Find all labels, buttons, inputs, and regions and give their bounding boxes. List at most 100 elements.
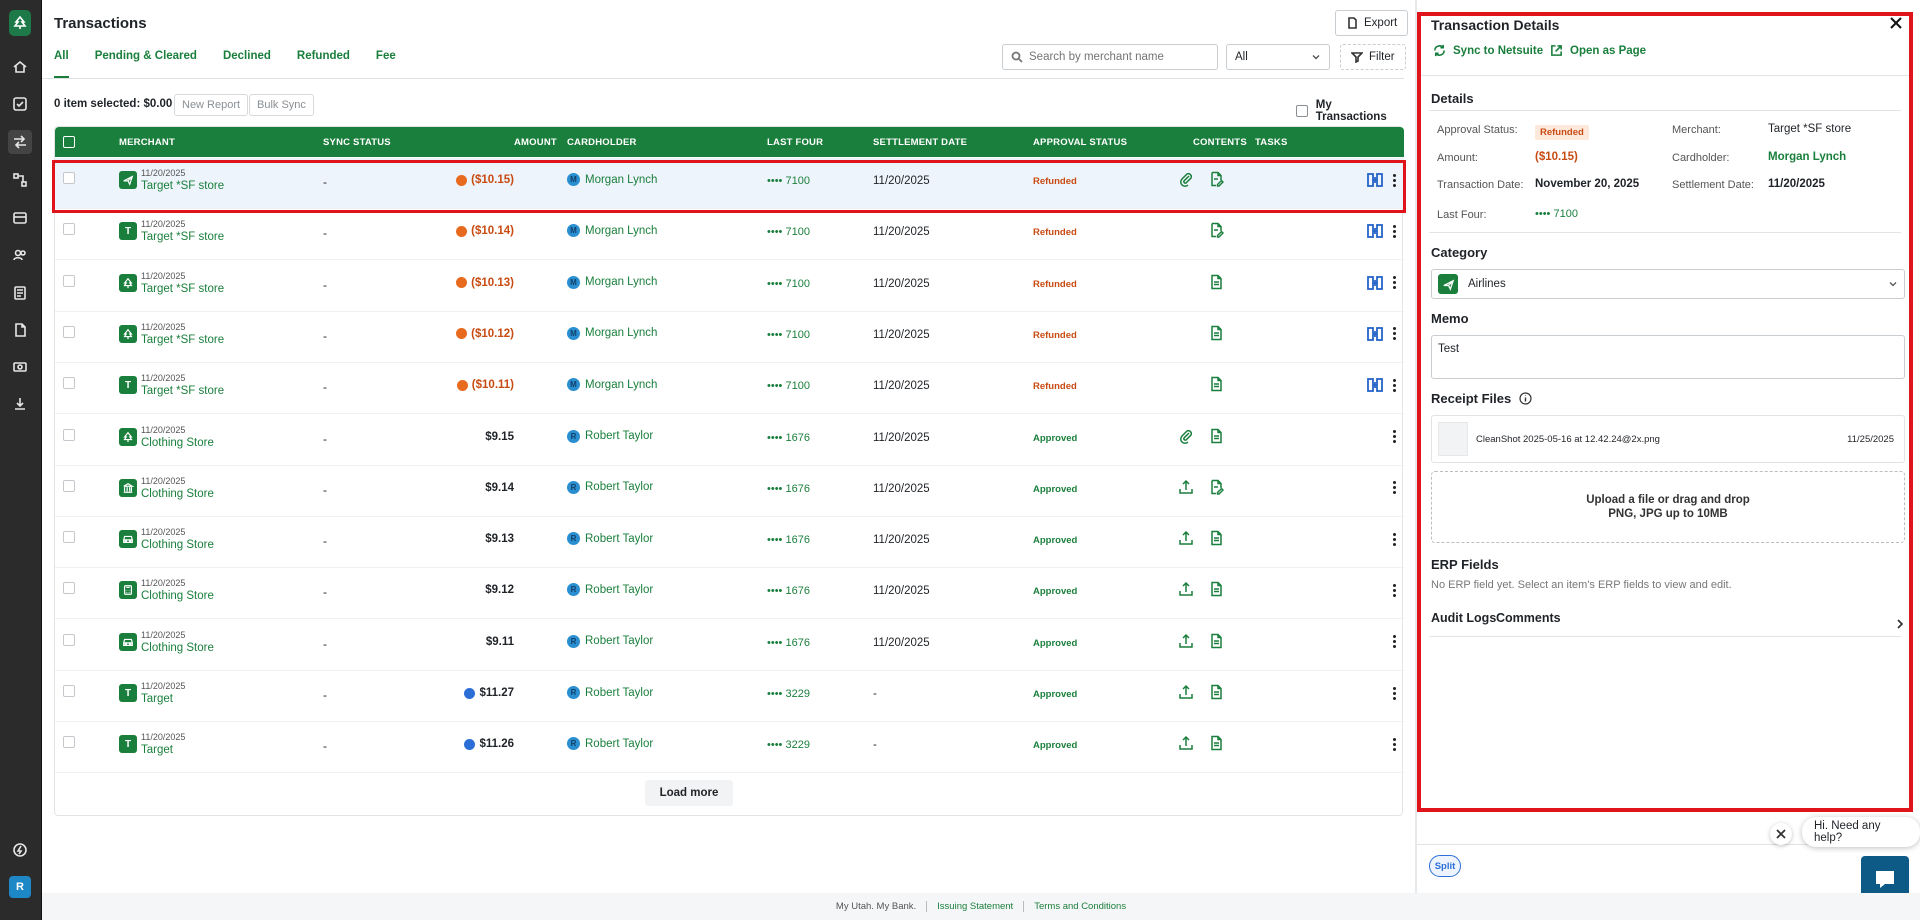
type-select[interactable]: All (1226, 44, 1330, 70)
header-merchant[interactable]: MERCHANT (119, 137, 175, 148)
user-avatar[interactable]: R (9, 876, 31, 898)
merchant-name[interactable]: Target *SF store (141, 282, 225, 295)
memo-textarea[interactable]: Test (1431, 335, 1905, 379)
cardholder[interactable]: R Robert Taylor (567, 634, 653, 648)
chevron-right-icon[interactable] (1895, 618, 1905, 630)
help-bubble[interactable]: Hi. Need any help? (1802, 817, 1920, 847)
bolt-icon[interactable] (8, 838, 32, 862)
header-last-four[interactable]: LAST FOUR (767, 137, 824, 148)
row-menu-icon[interactable] (1389, 735, 1399, 753)
close-icon[interactable] (1889, 16, 1905, 32)
cardholder[interactable]: R Robert Taylor (567, 429, 653, 443)
cardholder[interactable]: M Morgan Lynch (567, 173, 657, 186)
cards-icon[interactable] (8, 206, 32, 230)
document-edit-icon[interactable] (1208, 222, 1226, 240)
table-row[interactable]: 11/20/2025 Clothing Store - $9.14 R Robert Ta… (55, 466, 1404, 517)
transactions-icon[interactable] (8, 130, 32, 154)
merchant-name[interactable]: Clothing Store (141, 539, 214, 552)
table-row[interactable]: T 11/20/2025 Target *SF store - ($10.14) M Mor… (55, 209, 1404, 261)
cardholder[interactable]: M Morgan Lynch (567, 224, 657, 238)
attachment-icon[interactable] (1178, 171, 1196, 189)
document-icon[interactable] (1208, 735, 1226, 753)
filter-button[interactable]: Filter (1340, 44, 1406, 70)
split-transaction-icon[interactable] (1367, 173, 1383, 187)
document-icon[interactable] (1208, 376, 1226, 394)
split-transaction-icon[interactable] (1367, 275, 1383, 290)
download-icon[interactable] (8, 392, 32, 416)
row-checkbox[interactable] (63, 531, 75, 544)
upload-receipt-icon[interactable] (1178, 633, 1196, 651)
table-row[interactable]: 11/20/2025 Target *SF store - ($10.15) M Morg… (55, 158, 1404, 209)
upload-receipt-icon[interactable] (1178, 735, 1196, 753)
upload-receipt-icon[interactable] (1178, 530, 1196, 548)
receipt-file-item[interactable]: CleanShot 2025-05-16 at 12.42.24@2x.png … (1431, 415, 1905, 463)
my-transactions-toggle[interactable]: My Transactions (1296, 99, 1404, 123)
cardholder[interactable]: M Morgan Lynch (567, 326, 657, 340)
split-button[interactable]: Split (1429, 855, 1461, 877)
ledger-icon[interactable] (8, 281, 32, 305)
merchant-name[interactable]: Target *SF store (141, 333, 225, 346)
export-button[interactable]: Export (1335, 10, 1409, 36)
row-checkbox[interactable] (63, 685, 75, 697)
merchant-name[interactable]: Target *SF store (141, 385, 225, 398)
merchant-name[interactable]: Clothing Store (141, 590, 214, 603)
merchant-name[interactable]: Target *SF store (141, 180, 225, 192)
document-icon[interactable] (1208, 633, 1226, 651)
row-checkbox[interactable] (63, 325, 75, 338)
open-as-page-link[interactable]: Open as Page (1550, 44, 1646, 57)
split-transaction-icon[interactable] (1367, 326, 1383, 341)
cardholder-value[interactable]: Morgan Lynch (1768, 151, 1847, 163)
row-menu-icon[interactable] (1389, 325, 1399, 343)
row-checkbox[interactable] (63, 274, 75, 287)
flow-icon[interactable] (8, 168, 32, 192)
attachment-icon[interactable] (1178, 428, 1196, 446)
merchant-name[interactable]: Clothing Store (141, 487, 214, 500)
table-row[interactable]: T 11/20/2025 Target *SF store - ($10.11) M Mor… (55, 363, 1404, 415)
merchant-name[interactable]: Target (141, 693, 173, 705)
document-icon[interactable] (1208, 325, 1226, 343)
row-menu-icon[interactable] (1389, 376, 1399, 394)
sync-netsuite-link[interactable]: Sync to Netsuite (1433, 44, 1543, 57)
cardholder[interactable]: M Morgan Lynch (567, 275, 657, 289)
cardholder[interactable]: R Robert Taylor (567, 737, 653, 751)
new-report-button[interactable]: New Report (174, 94, 249, 116)
row-menu-icon[interactable] (1389, 428, 1399, 446)
document-icon[interactable] (1208, 428, 1226, 446)
merchant-name[interactable]: Clothing Store (141, 641, 214, 654)
row-checkbox[interactable] (63, 582, 75, 595)
header-settlement-date[interactable]: SETTLEMENT DATE (873, 137, 968, 148)
cardholder[interactable]: M Morgan Lynch (567, 378, 657, 392)
search-input[interactable] (1029, 51, 1209, 63)
upload-receipt-icon[interactable] (1178, 479, 1196, 497)
brand-logo-icon[interactable] (9, 10, 31, 36)
row-checkbox[interactable] (63, 479, 75, 492)
document-icon[interactable] (1208, 274, 1226, 292)
home-icon[interactable] (8, 55, 32, 79)
load-more-button[interactable]: Load more (645, 780, 733, 806)
approvals-icon[interactable] (8, 92, 32, 116)
table-row[interactable]: 11/20/2025 Clothing Store - $9.15 R Robert Ta… (55, 415, 1404, 466)
tab-fee[interactable]: Fee (375, 50, 396, 62)
select-all-checkbox[interactable] (63, 136, 75, 148)
terms-link[interactable]: Terms and Conditions (1034, 901, 1127, 912)
row-menu-icon[interactable] (1389, 222, 1399, 240)
table-row[interactable]: T 11/20/2025 Target - $11.27 R Robert Taylor ••… (55, 671, 1404, 722)
cardholder[interactable]: R Robert Taylor (567, 532, 653, 546)
row-checkbox[interactable] (63, 428, 75, 441)
row-checkbox[interactable] (63, 223, 75, 236)
close-help-icon[interactable] (1770, 823, 1792, 845)
header-amount[interactable]: AMOUNT (514, 137, 557, 148)
table-row[interactable]: 11/20/2025 Target *SF store - ($10.13) M Morg… (55, 261, 1404, 312)
table-row[interactable]: 11/20/2025 Clothing Store - $9.13 R Robert Ta… (55, 517, 1404, 569)
row-menu-icon[interactable] (1389, 684, 1399, 702)
document-icon[interactable] (1208, 684, 1226, 702)
table-row[interactable]: 11/20/2025 Clothing Store - $9.11 R Robert Ta… (55, 620, 1404, 671)
table-row[interactable]: 11/20/2025 Target *SF store - ($10.12) M Morg… (55, 312, 1404, 363)
row-checkbox[interactable] (63, 736, 75, 749)
row-menu-icon[interactable] (1389, 479, 1399, 497)
cardholder[interactable]: R Robert Taylor (567, 686, 653, 699)
row-menu-icon[interactable] (1389, 530, 1399, 548)
cardholder[interactable]: R Robert Taylor (567, 583, 653, 597)
tab-refunded[interactable]: Refunded (296, 50, 350, 62)
upload-dropzone[interactable]: Upload a file or drag and drop PNG, JPG … (1431, 471, 1905, 543)
